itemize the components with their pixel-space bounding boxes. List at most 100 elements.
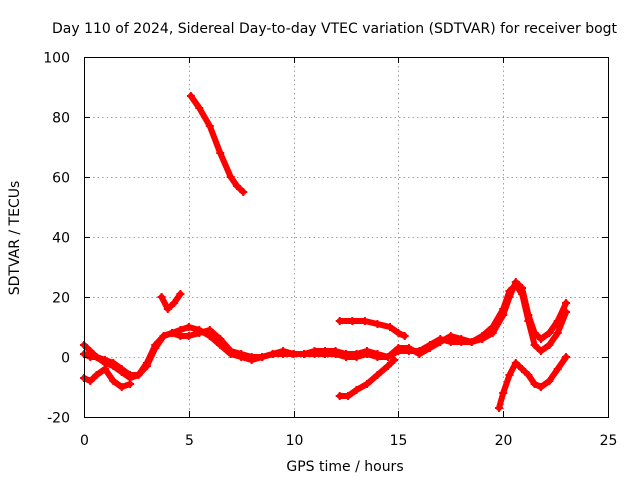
- data-point: [499, 389, 508, 397]
- data-point: [126, 380, 135, 388]
- series-line: [158, 291, 184, 312]
- y-tick-label: 40: [52, 231, 70, 247]
- data-point: [344, 392, 353, 400]
- data-point: [86, 377, 95, 385]
- data-point: [562, 299, 571, 307]
- series-track-5: [335, 356, 399, 400]
- data-point: [247, 353, 256, 361]
- chart-title: Day 110 of 2024, Sidereal Day-to-day VTE…: [52, 21, 618, 37]
- data-point: [226, 347, 235, 355]
- series-track-3: [80, 281, 571, 382]
- data-point: [352, 386, 361, 394]
- data-point: [92, 353, 101, 361]
- data-point: [360, 317, 369, 325]
- series-track-2: [80, 278, 571, 379]
- data-point: [117, 368, 126, 376]
- data-point: [467, 338, 476, 346]
- x-tick-label: 15: [390, 433, 408, 449]
- data-point: [505, 287, 514, 295]
- data-point: [536, 335, 545, 343]
- data-point: [562, 308, 571, 316]
- data-point: [524, 371, 533, 379]
- data-point: [159, 332, 168, 340]
- x-tick-label: 5: [185, 433, 194, 449]
- y-tick-label: 80: [52, 111, 70, 127]
- data-point: [195, 104, 204, 112]
- y-tick-label: 60: [52, 171, 70, 187]
- data-point: [545, 329, 554, 337]
- data-point: [205, 326, 214, 334]
- series-track-1: [186, 92, 248, 196]
- data-point: [258, 353, 267, 361]
- series-track-6: [335, 317, 409, 340]
- data-point: [233, 182, 242, 190]
- data-point: [163, 305, 172, 313]
- data-point: [404, 347, 413, 355]
- data-point: [545, 341, 554, 349]
- y-tick-label: 20: [52, 291, 70, 307]
- data-point: [100, 365, 109, 373]
- data-point: [436, 335, 445, 343]
- data-point: [279, 350, 288, 358]
- data-point: [321, 350, 330, 358]
- y-axis-label: SDTVAR / TECUs: [7, 181, 23, 296]
- data-point: [168, 329, 177, 337]
- data-point: [394, 329, 403, 337]
- data-point: [530, 380, 539, 388]
- data-point: [195, 329, 204, 337]
- series-track-7: [495, 353, 571, 412]
- data-point: [184, 323, 193, 331]
- data-point: [373, 320, 382, 328]
- data-point: [383, 362, 392, 370]
- x-axis-label: GPS time / hours: [286, 459, 403, 475]
- series-line: [496, 354, 570, 411]
- x-tick-label: 25: [600, 433, 618, 449]
- data-point: [239, 188, 248, 196]
- data-point: [117, 383, 126, 391]
- data-point: [446, 338, 455, 346]
- data-point: [348, 317, 357, 325]
- data-point: [499, 305, 508, 313]
- data-point: [331, 350, 340, 358]
- data-point: [268, 350, 277, 358]
- data-point: [216, 149, 225, 157]
- data-point: [216, 335, 225, 343]
- grid-lines: [84, 57, 608, 417]
- data-point: [511, 359, 520, 367]
- data-point: [142, 359, 151, 367]
- y-tick-label: -20: [47, 411, 70, 427]
- data-point: [488, 323, 497, 331]
- data-point: [176, 332, 185, 340]
- data-point: [373, 353, 382, 361]
- data-point: [553, 329, 562, 337]
- x-tick-label: 20: [495, 433, 513, 449]
- data-point: [335, 317, 344, 325]
- data-point: [553, 365, 562, 373]
- data-point: [386, 323, 395, 331]
- data-point: [511, 281, 520, 289]
- data-point: [536, 347, 545, 355]
- data-point: [134, 371, 143, 379]
- data-series: [80, 92, 571, 412]
- data-point: [518, 365, 527, 373]
- y-tick-label: 100: [43, 51, 70, 67]
- data-point: [562, 353, 571, 361]
- y-tick-label: 0: [61, 351, 70, 367]
- data-point: [176, 290, 185, 298]
- series-track-4: [80, 365, 135, 391]
- data-point: [151, 341, 160, 349]
- data-point: [237, 350, 246, 358]
- data-point: [362, 350, 371, 358]
- data-point: [186, 92, 195, 100]
- x-tick-label: 0: [80, 433, 89, 449]
- data-point: [478, 332, 487, 340]
- data-point: [518, 290, 527, 298]
- data-point: [536, 383, 545, 391]
- data-point: [383, 353, 392, 361]
- data-point: [109, 362, 118, 370]
- data-point: [530, 341, 539, 349]
- data-point: [505, 371, 514, 379]
- data-point: [415, 347, 424, 355]
- data-point: [289, 350, 298, 358]
